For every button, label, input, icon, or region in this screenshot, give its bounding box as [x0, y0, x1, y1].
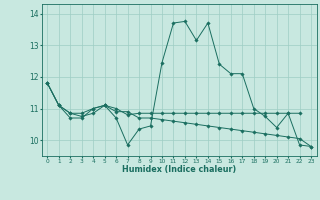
X-axis label: Humidex (Indice chaleur): Humidex (Indice chaleur): [122, 165, 236, 174]
